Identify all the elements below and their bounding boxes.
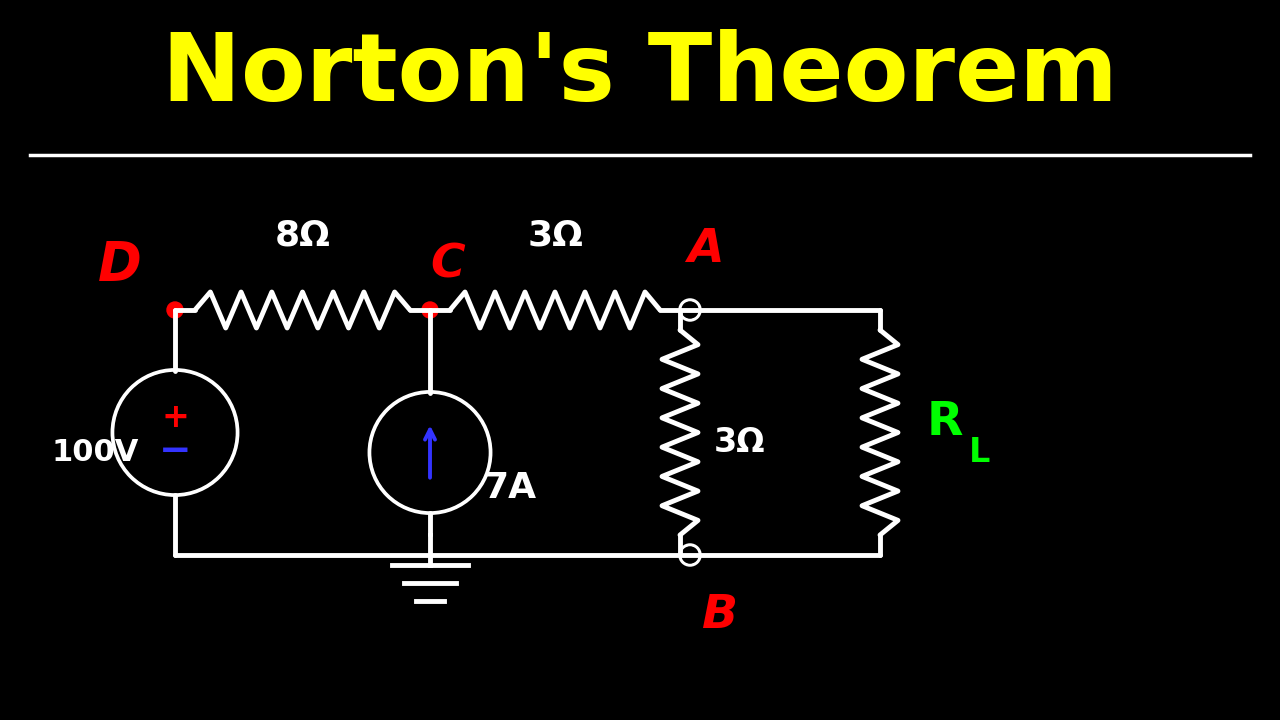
Text: 3Ω: 3Ω — [714, 426, 765, 459]
Text: 3Ω: 3Ω — [527, 218, 582, 252]
Text: 8Ω: 8Ω — [275, 218, 330, 252]
Text: R: R — [927, 400, 964, 445]
Circle shape — [422, 302, 438, 318]
Text: −: − — [159, 431, 191, 469]
Circle shape — [166, 302, 183, 318]
Circle shape — [115, 372, 236, 492]
Text: A: A — [686, 228, 723, 272]
Text: 7A: 7A — [484, 470, 536, 505]
Circle shape — [682, 547, 698, 563]
Text: D: D — [99, 239, 142, 291]
Text: L: L — [969, 436, 991, 469]
Text: C: C — [430, 243, 466, 287]
Circle shape — [372, 395, 488, 510]
Circle shape — [682, 302, 698, 318]
Text: 100V: 100V — [51, 438, 138, 467]
Text: B: B — [701, 593, 739, 637]
Text: Norton's Theorem: Norton's Theorem — [163, 29, 1117, 121]
Text: +: + — [161, 401, 189, 434]
